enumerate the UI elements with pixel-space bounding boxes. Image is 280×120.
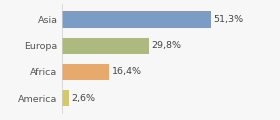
Bar xyxy=(62,38,149,54)
Text: 2,6%: 2,6% xyxy=(71,94,95,103)
Text: 16,4%: 16,4% xyxy=(112,67,142,76)
Bar xyxy=(62,11,211,27)
Text: 51,3%: 51,3% xyxy=(214,15,244,24)
Bar xyxy=(62,90,69,106)
Text: 29,8%: 29,8% xyxy=(151,41,181,50)
Bar xyxy=(62,64,109,80)
